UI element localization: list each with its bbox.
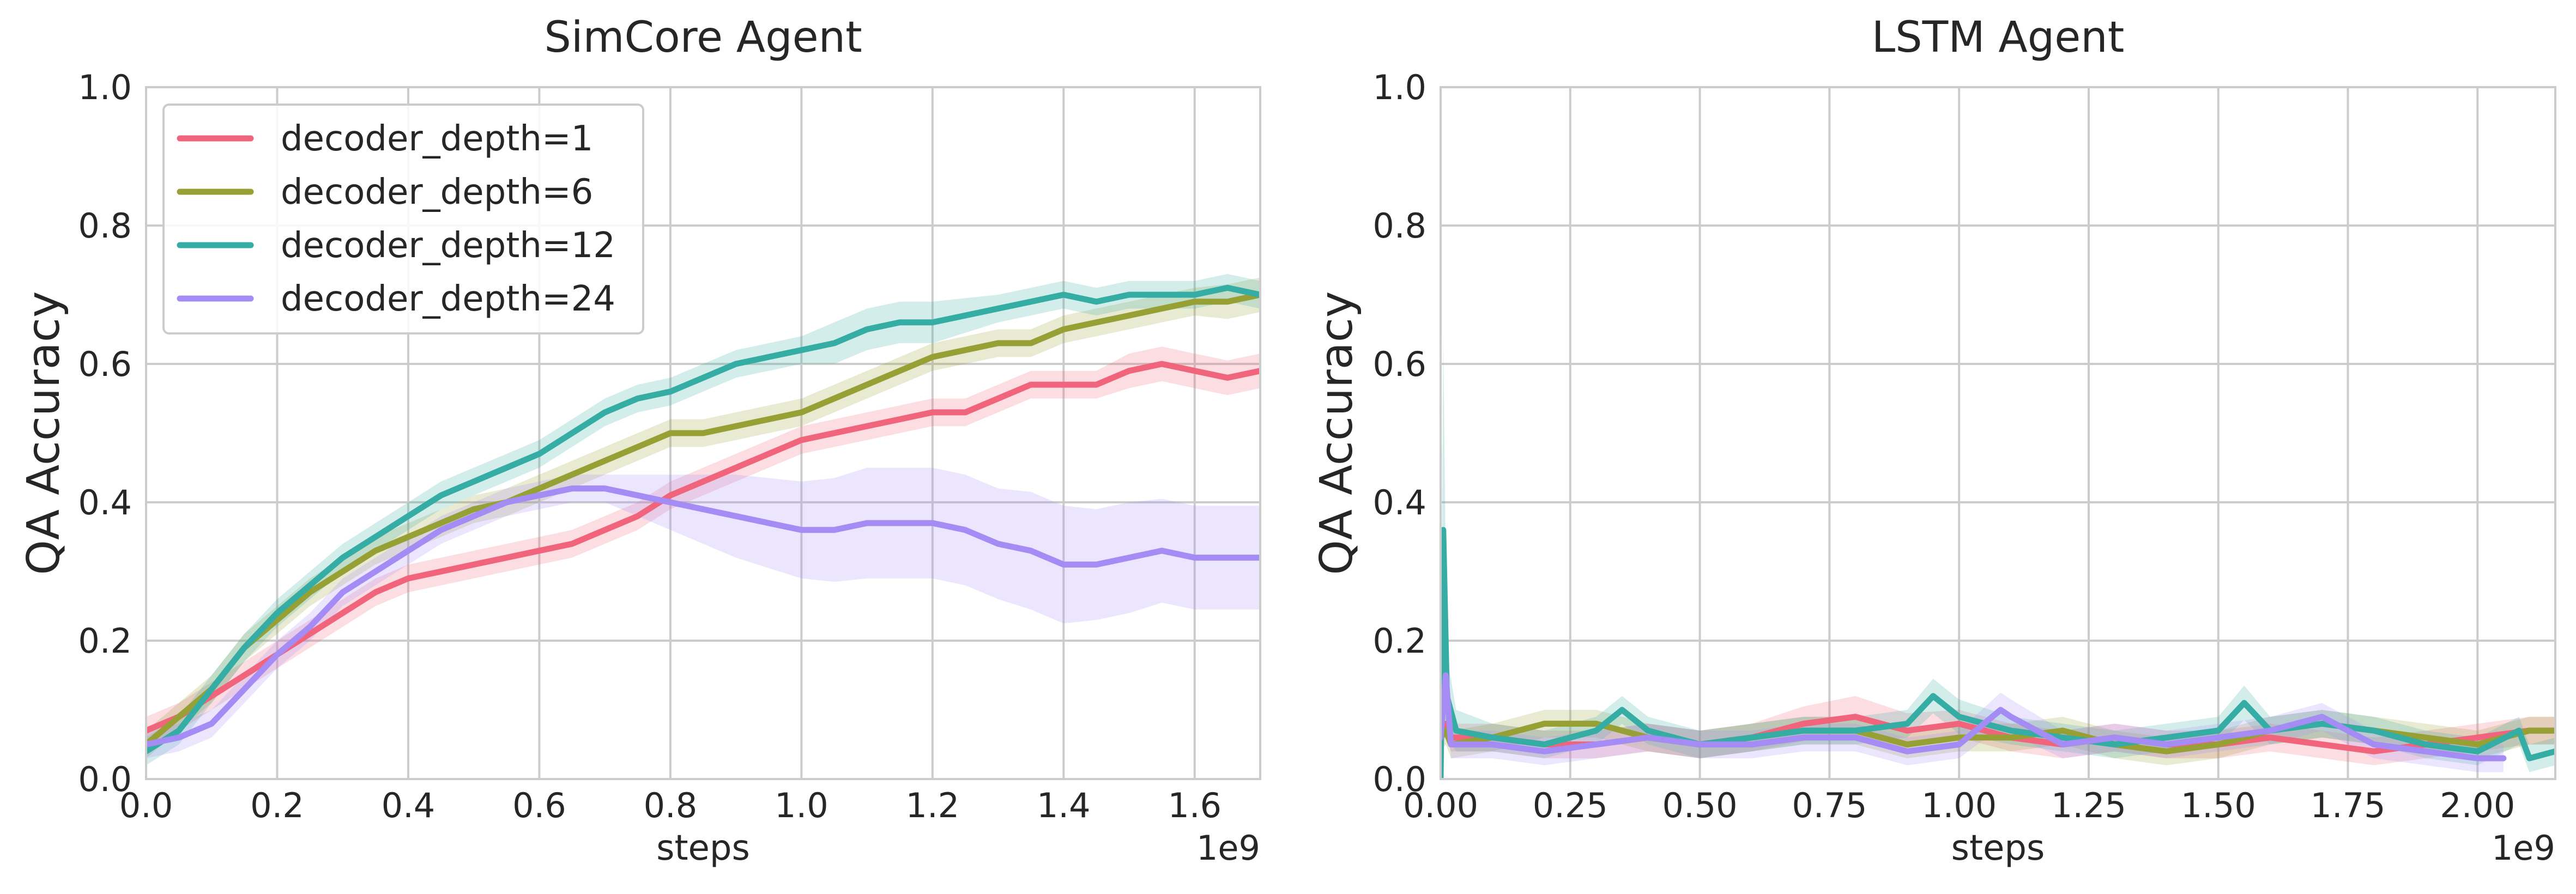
simcore-legend: decoder_depth=1 decoder_depth=6 decoder_de…	[164, 105, 643, 333]
lstm-x-tick-label: 1.00	[1921, 786, 1997, 825]
lstm-x-tick-label: 0.50	[1662, 786, 1738, 825]
lstm-x-axis-label: steps	[1951, 828, 2045, 868]
lstm-y-tick-label: 0.8	[1372, 206, 1426, 246]
simcore-x-tick-label: 0.4	[382, 786, 436, 825]
legend-label-decoder-depth-6: decoder_depth=6	[281, 172, 593, 212]
lstm-x-offset-label: 1e9	[2492, 828, 2555, 868]
lstm-x-tick-label: 1.25	[2051, 786, 2126, 825]
simcore-y-tick-label: 0.2	[78, 621, 132, 661]
simcore-x-tick-label: 0.2	[250, 786, 304, 825]
lstm-x-tick-label: 0.25	[1533, 786, 1608, 825]
lstm-x-tick-label: 1.75	[2311, 786, 2386, 825]
lstm-y-tick-label: 0.4	[1372, 483, 1426, 522]
legend-label-decoder-depth-12: decoder_depth=12	[281, 226, 615, 266]
lstm-chart-title: LSTM Agent	[1872, 13, 2125, 62]
legend-label-decoder-depth-24: decoder_depth=24	[281, 279, 615, 319]
chart-simcore-agent: 0.0 0.2 0.4 0.6 0.8 1.0 1.2 1.4 1.60.00.20.40.60…	[18, 13, 1260, 868]
lstm-y-axis-label: QA Accuracy	[1311, 291, 1363, 575]
lstm-y-tick-label: 1.0	[1372, 68, 1426, 107]
lstm-x-tick-label: 0.75	[1792, 786, 1867, 825]
simcore-y-axis-label: QA Accuracy	[18, 291, 70, 575]
lstm-x-tick-label: 2.00	[2440, 786, 2515, 825]
simcore-x-offset-label: 1e9	[1196, 828, 1260, 868]
simcore-y-tick-label: 0.6	[78, 344, 132, 384]
simcore-x-tick-label: 1.2	[906, 786, 960, 825]
chart-lstm-agent: 0.00 0.25 0.50 0.75 1.00 1.25 1.50 1.75 2.000.00…	[1311, 13, 2555, 868]
simcore-y-tick-label: 1.0	[78, 68, 132, 107]
lstm-y-tick-label: 0.6	[1372, 344, 1426, 384]
simcore-x-tick-label: 1.0	[775, 786, 829, 825]
legend-label-decoder-depth-1: decoder_depth=1	[281, 119, 593, 159]
lstm-plot-area	[1441, 87, 2555, 779]
simcore-x-tick-label: 0.8	[644, 786, 698, 825]
simcore-y-tick-label: 0.0	[78, 759, 132, 799]
simcore-y-tick-label: 0.4	[78, 483, 132, 522]
simcore-y-tick-label: 0.8	[78, 206, 132, 246]
figure: 0.0 0.2 0.4 0.6 0.8 1.0 1.2 1.4 1.6 0.0 0.2 0.4 0.6 0…	[0, 0, 2576, 894]
simcore-x-tick-label: 1.6	[1168, 786, 1222, 825]
lstm-y-tick-label: 0.0	[1372, 759, 1426, 799]
lstm-x-tick-label: 1.50	[2181, 786, 2256, 825]
simcore-chart-title: SimCore Agent	[544, 13, 862, 62]
simcore-x-tick-label: 0.6	[512, 786, 566, 825]
simcore-x-tick-label: 1.4	[1037, 786, 1091, 825]
lstm-y-tick-label: 0.2	[1372, 621, 1426, 661]
simcore-x-axis-label: steps	[656, 828, 750, 868]
